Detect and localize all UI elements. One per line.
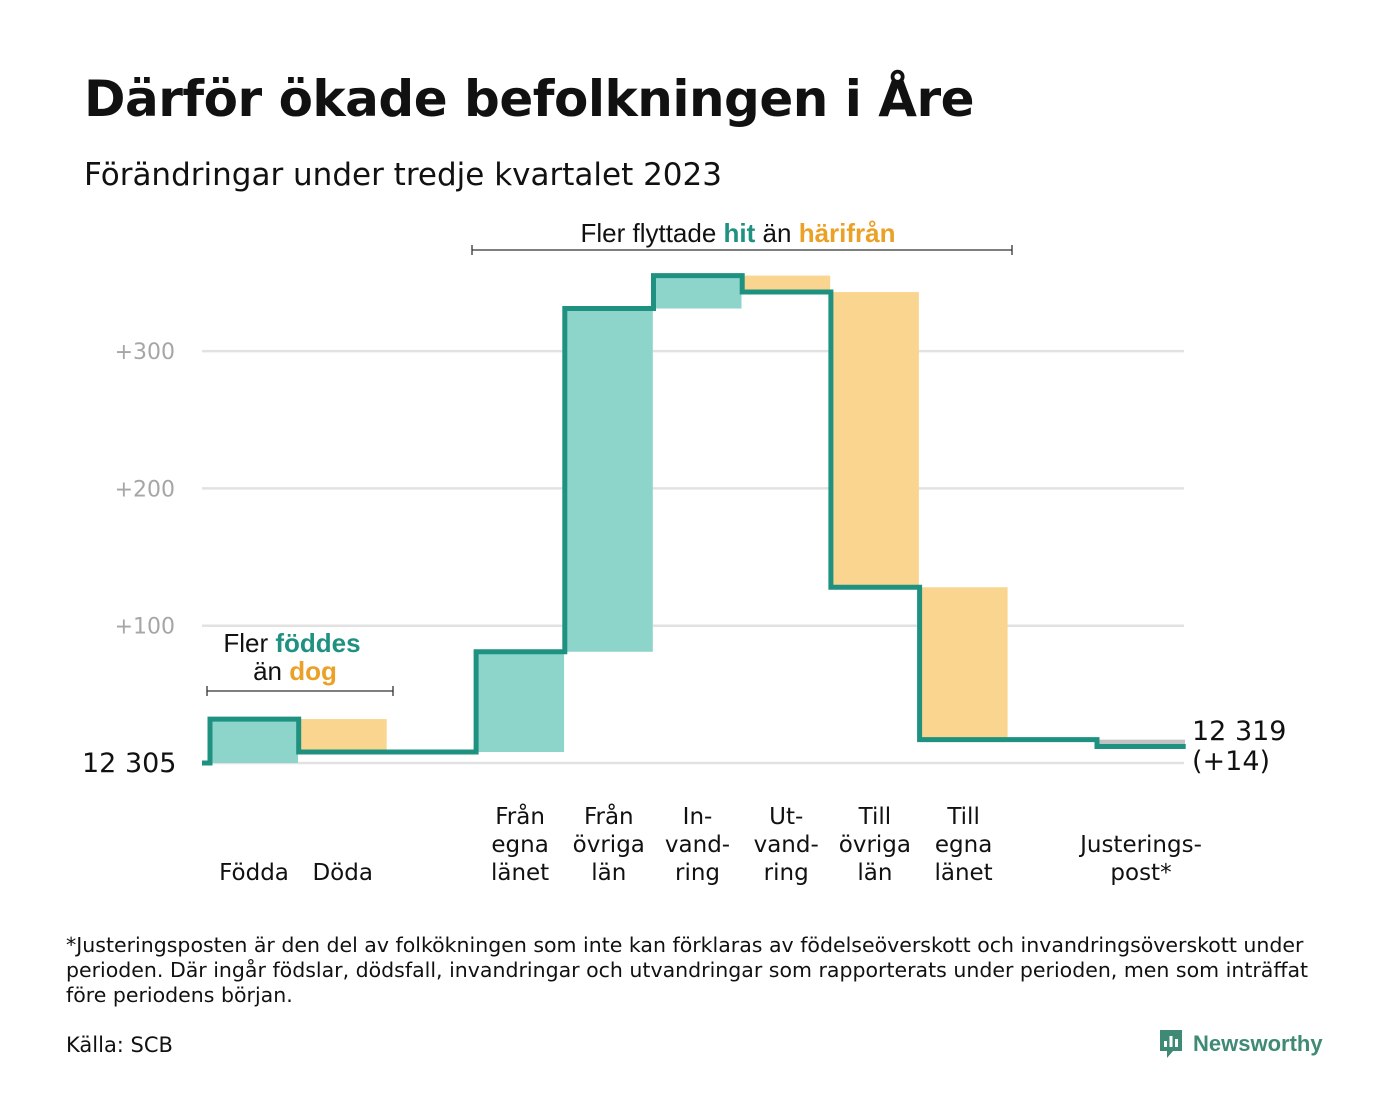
- source-credit: Källa: SCB: [66, 1033, 173, 1057]
- x-category-label: egna: [491, 832, 548, 858]
- start-value-label: 12 305: [82, 748, 176, 779]
- x-category-label: länet: [491, 860, 549, 886]
- brand-name: Newsworthy: [1193, 1031, 1323, 1056]
- x-category-label: Ut-: [769, 804, 803, 830]
- newsworthy-icon: [1160, 1030, 1182, 1058]
- chart-title: Därför ökade befolkningen i Åre: [84, 70, 975, 128]
- waterfall-bar: [653, 275, 742, 309]
- x-category-label: vand-: [665, 832, 730, 858]
- moves-annotation-text: än: [755, 218, 798, 248]
- x-category-label: övriga: [839, 832, 911, 858]
- births-annotation-highlight: dog: [289, 656, 337, 686]
- moves-annotation-highlight: härifrån: [799, 218, 896, 248]
- x-category-label: Från: [495, 802, 545, 830]
- y-axis-ticks: +100 +200 +300: [115, 340, 175, 640]
- x-category-label: In-: [683, 804, 713, 830]
- y-tick-label: +200: [115, 477, 175, 502]
- waterfall-bar: [830, 292, 919, 588]
- gridlines: [202, 349, 1184, 765]
- chart-subtitle: Förändringar under tredje kvartalet 2023: [84, 157, 722, 193]
- moves-annotation-highlight: hit: [724, 218, 756, 248]
- x-category-label: post*: [1110, 860, 1171, 886]
- births-annotation-text: än: [253, 656, 289, 686]
- x-category-label: övriga: [573, 832, 645, 858]
- x-category-label: Till: [946, 804, 980, 830]
- waterfall-bar: [298, 719, 387, 753]
- x-category-label: ring: [675, 860, 720, 886]
- x-category-label: Till: [858, 804, 892, 830]
- x-category-label: län: [591, 860, 626, 886]
- footnote: *Justeringsposten är den del av folkökni…: [66, 933, 1309, 1007]
- x-category-label: egna: [935, 832, 992, 858]
- births-annotation-highlight: föddes: [275, 628, 360, 658]
- births-annotation: Fler föddes än dog: [206, 628, 394, 696]
- svg-text:Fler föddes: Fler föddes: [223, 628, 360, 658]
- waterfall-bar: [564, 308, 653, 652]
- waterfall-bar: [1097, 739, 1185, 747]
- x-category-label: Från: [584, 802, 634, 830]
- waterfall-bars: [210, 275, 1185, 763]
- x-category-label: Födda: [219, 860, 289, 886]
- end-change-label: (+14): [1192, 746, 1270, 777]
- moves-annotation-bracket: [471, 245, 1013, 255]
- births-annotation-bracket: [206, 686, 394, 696]
- brand-logo: Newsworthy: [1158, 1028, 1323, 1060]
- waterfall-chart: +100+200+300 Födda DödaFrånegnalänetFrånö…: [82, 218, 1286, 886]
- x-category-label: Justerings-: [1078, 832, 1202, 858]
- svg-text:Fler flyttade hit än härifrån: Fler flyttade hit än härifrån: [580, 218, 895, 248]
- x-category-label: ring: [764, 860, 809, 886]
- waterfall-bar: [210, 719, 298, 763]
- x-category-label: Döda: [312, 860, 372, 886]
- x-category-label: län: [857, 860, 892, 886]
- end-value-label: 12 319: [1192, 716, 1286, 747]
- category-labels: Födda DödaFrånegnalänetFrånövrigalänIn-va…: [219, 802, 1202, 886]
- births-annotation-text: Fler: [223, 628, 275, 658]
- svg-text:än dog: än dog: [253, 656, 337, 686]
- waterfall-bar: [476, 651, 565, 753]
- cumulative-population-line: [202, 273, 1186, 766]
- y-tick-label: +100: [115, 615, 175, 640]
- waterfall-bar: [919, 587, 1008, 740]
- y-tick-label: +300: [115, 340, 175, 365]
- x-category-label: vand-: [754, 832, 819, 858]
- moves-annotation: Fler flyttade hit än härifrån: [471, 218, 1013, 255]
- moves-annotation-text: Fler flyttade: [580, 218, 723, 248]
- x-category-label: länet: [934, 860, 992, 886]
- waterfall-bar: [742, 275, 831, 293]
